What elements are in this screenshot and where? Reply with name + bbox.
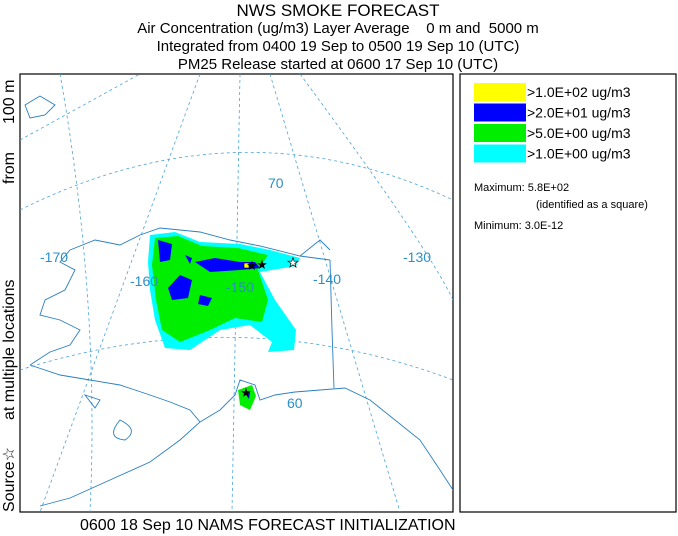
- map-label: -130: [403, 249, 431, 265]
- legend-label: >2.0E+01 ug/m3: [527, 105, 631, 121]
- map: ★ ★ ★ ★ -170 -160 -150 -140 -130 70 60: [19, 73, 454, 513]
- header-line: Integrated from 0400 19 Sep to 0500 19 S…: [157, 38, 520, 55]
- legend-swatch: [474, 83, 526, 101]
- legend-label: >1.0E+02 ug/m3: [527, 84, 631, 100]
- header-line: PM25 Release started at 0600 17 Sep 10 (…: [178, 56, 498, 73]
- sources: ★ ★ ★ ★: [240, 255, 299, 400]
- legend-label: >5.0E+00 ug/m3: [527, 125, 631, 141]
- map-label: 70: [268, 175, 284, 191]
- legend-minimum: Minimum: 3.0E-12: [474, 220, 563, 232]
- coastline: [24, 95, 453, 507]
- footer: 0600 18 Sep 10 NAMS FORECAST INITIALIZAT…: [80, 517, 456, 534]
- side-text: at multiple locations: [1, 279, 18, 420]
- source-star: ★: [256, 257, 268, 272]
- map-label: -170: [40, 249, 68, 265]
- legend-note: (identified as a square): [536, 199, 648, 211]
- maximum-square: [243, 262, 250, 269]
- map-label: -160: [130, 273, 158, 289]
- side-text: Source☆: [1, 447, 18, 512]
- source-star: ★: [240, 385, 252, 400]
- legend: >1.0E+02 ug/m3 >2.0E+01 ug/m3 >5.0E+00 ug/…: [459, 73, 677, 513]
- graticule: [20, 74, 453, 512]
- map-label: -140: [313, 271, 341, 287]
- plume-mid: [238, 385, 256, 410]
- map-label: 60: [287, 395, 303, 411]
- source-star: ★: [246, 258, 258, 273]
- legend-swatch: [474, 103, 526, 122]
- plume-high: [244, 392, 250, 399]
- title: NWS SMOKE FORECAST: [236, 1, 439, 20]
- plume-high: [158, 240, 260, 306]
- side-text: 100 m: [1, 80, 18, 124]
- legend-swatch: [474, 144, 526, 163]
- legend-label: >1.0E+00 ug/m3: [527, 146, 631, 162]
- plume: [148, 232, 300, 410]
- map-label: -150: [226, 279, 254, 295]
- side-text: from: [1, 152, 18, 184]
- source-star: ★: [287, 255, 299, 270]
- legend-maximum: Maximum: 5.8E+02: [474, 182, 569, 194]
- header-line: Air Concentration (ug/m3) Layer Average …: [137, 20, 539, 37]
- legend-swatch: [474, 124, 526, 142]
- side-label: Source☆ at multiple locations from 100 m: [1, 80, 18, 512]
